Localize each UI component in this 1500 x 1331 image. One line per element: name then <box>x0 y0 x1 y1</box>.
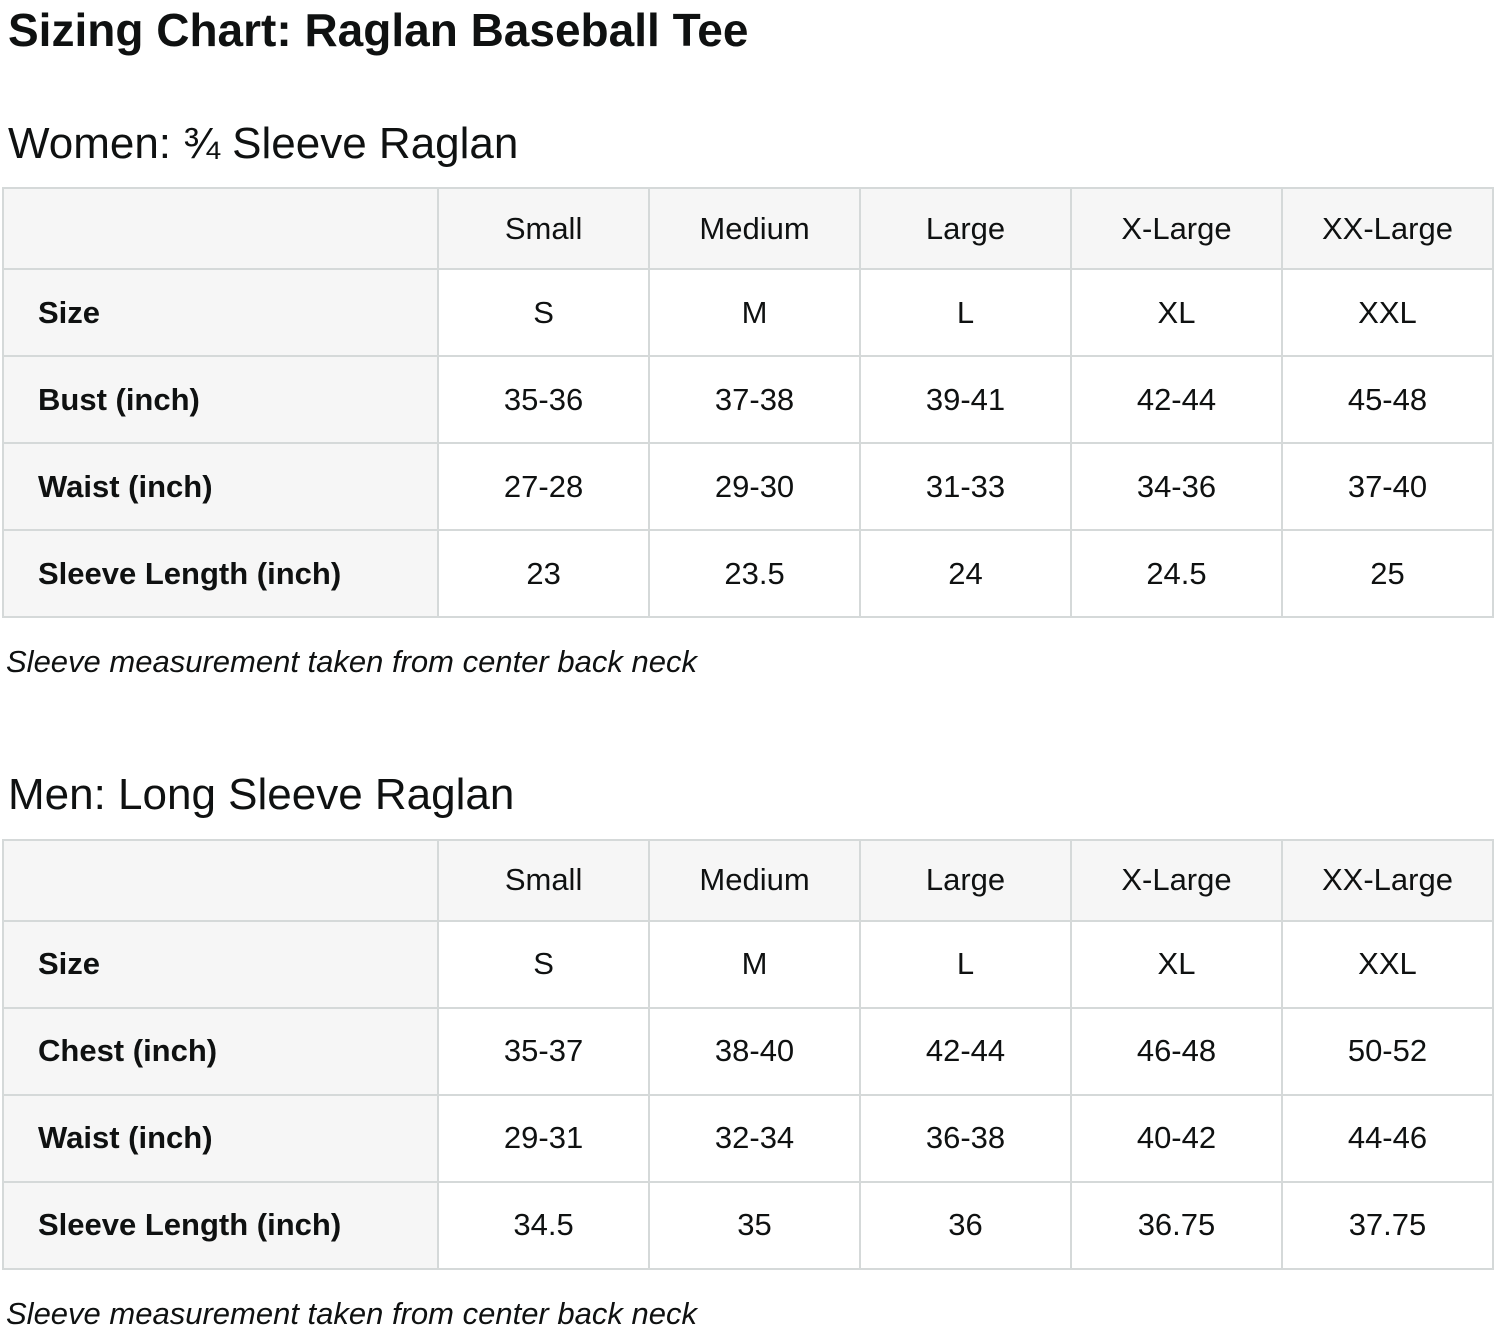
table-row-size: Size S M L XL XXL <box>1 268 1495 358</box>
column-header-medium: Medium <box>648 187 862 271</box>
column-header-large: Large <box>859 838 1072 922</box>
cell-value: 34.5 <box>437 1180 651 1270</box>
row-label: Bust (inch) <box>1 355 440 445</box>
cell-value: 38-40 <box>648 1006 862 1096</box>
cell-value: M <box>648 919 862 1009</box>
table-row-size: Size S M L XL XXL <box>1 919 1495 1009</box>
cell-value: 35 <box>648 1180 862 1270</box>
table-row-waist: Waist (inch) 27-28 29-30 31-33 34-36 37-… <box>1 442 1495 532</box>
column-header-small: Small <box>437 838 651 922</box>
cell-value: 34-36 <box>1070 442 1283 532</box>
row-label: Waist (inch) <box>1 442 440 532</box>
cell-value: 42-44 <box>1070 355 1283 445</box>
table-corner-cell <box>1 187 440 271</box>
row-label: Size <box>1 919 440 1009</box>
cell-value: 37-40 <box>1280 442 1495 532</box>
column-header-medium: Medium <box>648 838 862 922</box>
cell-value: S <box>437 268 651 358</box>
row-label: Sleeve Length (inch) <box>1 1180 440 1270</box>
cell-value: 46-48 <box>1070 1006 1283 1096</box>
page-title: Sizing Chart: Raglan Baseball Tee <box>8 4 749 56</box>
table-corner-cell <box>1 838 440 922</box>
cell-value: XXL <box>1280 919 1495 1009</box>
men-size-table: Small Medium Large X-Large XX-Large Size… <box>1 838 1495 1270</box>
table-row-sleeve-length: Sleeve Length (inch) 23 23.5 24 24.5 25 <box>1 529 1495 619</box>
column-header-small: Small <box>437 187 651 271</box>
cell-value: 36 <box>859 1180 1072 1270</box>
table-row-bust: Bust (inch) 35-36 37-38 39-41 42-44 45-4… <box>1 355 1495 445</box>
cell-value: 27-28 <box>437 442 651 532</box>
cell-value: 24 <box>859 529 1072 619</box>
cell-value: 36-38 <box>859 1093 1072 1183</box>
table-row-chest: Chest (inch) 35-37 38-40 42-44 46-48 50-… <box>1 1006 1495 1096</box>
cell-value: XXL <box>1280 268 1495 358</box>
table-header-row: Small Medium Large X-Large XX-Large <box>1 838 1495 922</box>
column-header-large: Large <box>859 187 1072 271</box>
cell-value: 42-44 <box>859 1006 1072 1096</box>
cell-value: 36.75 <box>1070 1180 1283 1270</box>
cell-value: 29-30 <box>648 442 862 532</box>
column-header-xlarge: X-Large <box>1070 187 1283 271</box>
cell-value: 40-42 <box>1070 1093 1283 1183</box>
cell-value: 50-52 <box>1280 1006 1495 1096</box>
cell-value: 32-34 <box>648 1093 862 1183</box>
women-size-table: Small Medium Large X-Large XX-Large Size… <box>1 187 1495 619</box>
sleeve-measurement-note-women: Sleeve measurement taken from center bac… <box>6 644 697 680</box>
table-row-sleeve-length: Sleeve Length (inch) 34.5 35 36 36.75 37… <box>1 1180 1495 1270</box>
cell-value: 23 <box>437 529 651 619</box>
table-row-waist: Waist (inch) 29-31 32-34 36-38 40-42 44-… <box>1 1093 1495 1183</box>
cell-value: XL <box>1070 268 1283 358</box>
sleeve-measurement-note-men: Sleeve measurement taken from center bac… <box>6 1295 697 1331</box>
cell-value: 37.75 <box>1280 1180 1495 1270</box>
cell-value: 31-33 <box>859 442 1072 532</box>
cell-value: 44-46 <box>1280 1093 1495 1183</box>
cell-value: 25 <box>1280 529 1495 619</box>
cell-value: S <box>437 919 651 1009</box>
cell-value: 35-36 <box>437 355 651 445</box>
column-header-xxlarge: XX-Large <box>1280 187 1495 271</box>
row-label: Chest (inch) <box>1 1006 440 1096</box>
cell-value: XL <box>1070 919 1283 1009</box>
cell-value: M <box>648 268 862 358</box>
section-heading-men: Men: Long Sleeve Raglan <box>8 770 515 820</box>
row-label: Size <box>1 268 440 358</box>
row-label: Sleeve Length (inch) <box>1 529 440 619</box>
cell-value: 39-41 <box>859 355 1072 445</box>
cell-value: L <box>859 268 1072 358</box>
cell-value: 45-48 <box>1280 355 1495 445</box>
cell-value: 23.5 <box>648 529 862 619</box>
cell-value: 29-31 <box>437 1093 651 1183</box>
cell-value: L <box>859 919 1072 1009</box>
cell-value: 24.5 <box>1070 529 1283 619</box>
column-header-xxlarge: XX-Large <box>1280 838 1495 922</box>
row-label: Waist (inch) <box>1 1093 440 1183</box>
table-header-row: Small Medium Large X-Large XX-Large <box>1 187 1495 271</box>
section-heading-women: Women: ¾ Sleeve Raglan <box>8 118 519 168</box>
column-header-xlarge: X-Large <box>1070 838 1283 922</box>
cell-value: 35-37 <box>437 1006 651 1096</box>
cell-value: 37-38 <box>648 355 862 445</box>
